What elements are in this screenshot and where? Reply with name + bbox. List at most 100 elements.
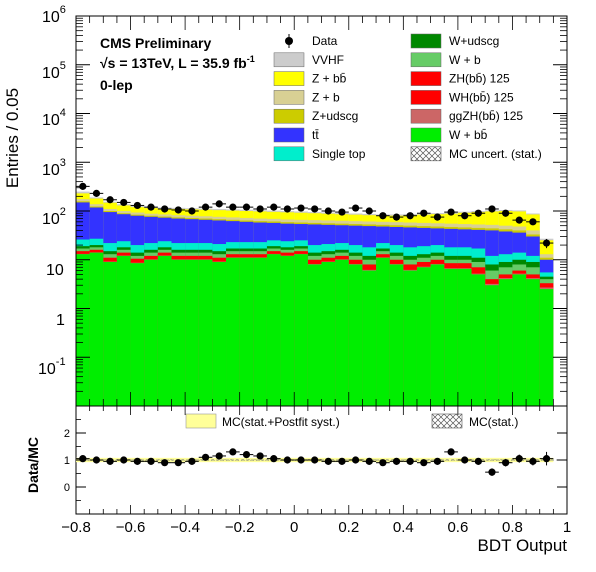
data-point-18	[324, 207, 332, 215]
bar-w-bb-8	[185, 259, 199, 406]
data-point-7	[174, 206, 182, 214]
bar-w-bb-15	[280, 255, 295, 406]
bar-w-bb-20	[348, 264, 363, 406]
ratio-legend-syst-label: MC(stat.+Postfit syst.)	[222, 415, 340, 429]
data-point-19	[338, 208, 346, 216]
legend-c1-4-label: Z+udscg	[312, 109, 358, 123]
channel-label: 0-lep	[100, 77, 133, 93]
x-tick-label-7: 0.6	[447, 519, 468, 536]
bar-w-bb-4	[130, 263, 145, 406]
bar-w-bb-30	[485, 285, 499, 406]
bar-w-bb-25	[416, 267, 431, 406]
data-point-22	[379, 212, 387, 220]
bar-w-bb-27	[444, 268, 458, 406]
ratio-point-28	[461, 456, 469, 464]
data-point-0	[79, 182, 87, 190]
data-point-6	[161, 205, 169, 213]
y-tick-label-1e2: 102	[42, 206, 66, 228]
bar-w-bb-26	[430, 264, 445, 406]
y-tick-label-1em1: 10-1	[38, 356, 66, 378]
data-point-12	[242, 203, 251, 211]
data-point-33	[529, 218, 537, 226]
x-tick-label-4: 0	[290, 519, 298, 536]
main-panel: 106 105 104 103 102 10 1 10-1 Entries / …	[3, 4, 568, 407]
x-tick-label-1: −0.6	[116, 519, 146, 536]
ratio-point-5	[147, 457, 155, 465]
ratio-y-axis-label: Data/MC	[25, 437, 41, 493]
x-tick-label-8: 0.8	[502, 519, 523, 536]
ratio-point-33	[529, 457, 537, 465]
x-tick-label-2: −0.4	[170, 519, 200, 536]
ratio-point-4	[133, 457, 141, 465]
y-tick-label-1e5: 105	[42, 60, 66, 82]
data-point-32	[515, 216, 523, 224]
legend-c2-6-label: MC uncert. (stat.)	[449, 147, 542, 161]
data-point-20	[351, 204, 360, 212]
bar-w-bb-2	[103, 261, 117, 406]
legend-c2-1-swatch	[410, 52, 442, 68]
data-point-11	[229, 203, 237, 211]
ratio-point-2	[106, 457, 114, 465]
ratio-point-16	[297, 456, 305, 464]
legend-c2-5-swatch	[410, 127, 442, 143]
bar-w-bb-31	[498, 279, 513, 406]
ratio-point-19	[338, 457, 346, 465]
ratio-point-12	[242, 451, 251, 459]
y-tick-label-1e4: 104	[42, 107, 66, 129]
legend-c1-3-label: Z + b	[312, 90, 340, 104]
data-point-8	[188, 207, 196, 215]
ratio-point-34	[542, 455, 551, 463]
legend-c1-2-label: Z + bb̄	[312, 72, 347, 86]
data-point-25	[420, 209, 428, 217]
bar-w-bb-22	[376, 257, 390, 406]
y-tick-label-1e0: 1	[56, 312, 65, 329]
bar-w-bb-13	[253, 257, 267, 406]
ratio-point-24	[406, 457, 414, 465]
ratio-point-14	[270, 455, 278, 463]
data-point-29	[474, 209, 482, 217]
x-tick-label-5: 0.2	[338, 519, 359, 536]
ratio-point-6	[161, 459, 169, 467]
bar-w-bb-18	[321, 261, 336, 406]
data-points	[76, 182, 554, 249]
bar-w-bb-6	[157, 255, 172, 406]
ratio-y-tick-label-1: 1	[64, 455, 70, 467]
y-tick-label-1e6: 106	[42, 4, 66, 26]
ratio-point-23	[392, 457, 401, 465]
legend-c1-6-label: Single top	[312, 147, 366, 161]
x-tick-label-0: −0.8	[61, 519, 91, 536]
data-point-16	[297, 204, 305, 212]
legend-c2-6-swatch	[410, 146, 442, 162]
ratio-point-20	[351, 456, 360, 464]
bar-w-bb-29	[471, 274, 486, 406]
bar-w-bb-16	[294, 254, 308, 406]
ratio-y-ticks: 0 1 2	[64, 419, 567, 501]
bar-w-bb-10	[212, 261, 227, 406]
bar-w-bb-9	[198, 259, 213, 406]
data-point-5	[147, 203, 155, 211]
ratio-point-10	[215, 452, 223, 460]
data-point-28	[461, 212, 469, 220]
data-point-31	[502, 209, 510, 217]
bar-w-bb-23	[389, 264, 404, 406]
data-point-23	[392, 213, 401, 221]
ratio-legend: MC(stat.+Postfit syst.) MC(stat.)	[185, 413, 518, 429]
legend-c2-3-swatch	[410, 90, 442, 105]
legend-c2-5-label: W + bb̄	[449, 128, 488, 142]
legend-c2-0-label: W+udscg	[449, 34, 499, 48]
x-tick-label-6: 0.4	[393, 519, 414, 536]
main-y-tick-labels: 106 105 104 103 102 10 1 10-1	[38, 4, 66, 378]
data-point-2	[106, 196, 114, 204]
bar-w-bb-33	[526, 279, 540, 406]
ratio-point-15	[283, 456, 292, 464]
bar-w-bb-7	[171, 259, 186, 406]
stacked-histograms	[76, 191, 554, 406]
ratio-point-13	[256, 452, 264, 460]
ratio-point-25	[420, 459, 428, 467]
bar-w-bb-24	[403, 270, 417, 406]
bar-w-bb-34	[539, 289, 554, 406]
ratio-point-22	[379, 459, 387, 467]
ratio-point-3	[120, 456, 128, 464]
data-point-3	[120, 198, 128, 207]
